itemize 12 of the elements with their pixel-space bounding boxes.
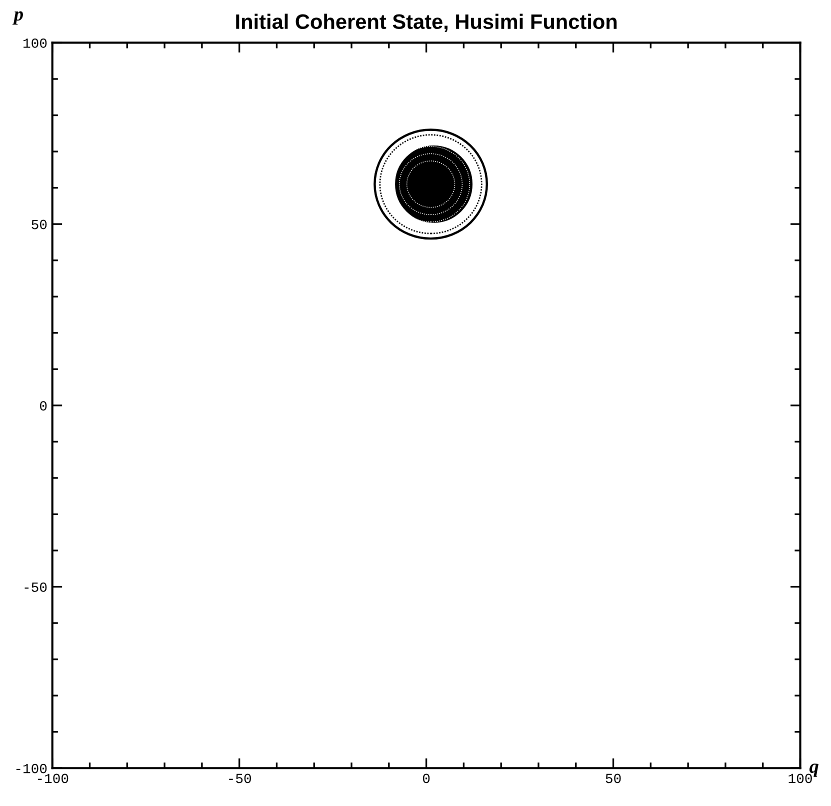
- x-tick-label: 100: [788, 774, 812, 784]
- x-tick-label: -50: [229, 774, 251, 784]
- x-tick-label: 0: [422, 774, 430, 784]
- x-tick-label: 50: [606, 774, 621, 784]
- y-tick-label: -50: [24, 582, 47, 592]
- y-tick-label: 100: [23, 38, 47, 48]
- chart-title: Initial Coherent State, Husimi Function: [236, 14, 617, 32]
- y-tick-label: -100: [16, 764, 47, 774]
- y-tick-label: 50: [32, 220, 47, 230]
- x-axis-title: q: [809, 764, 818, 777]
- y-axis-title: p: [12, 11, 23, 25]
- y-tick-label: 0: [40, 401, 47, 411]
